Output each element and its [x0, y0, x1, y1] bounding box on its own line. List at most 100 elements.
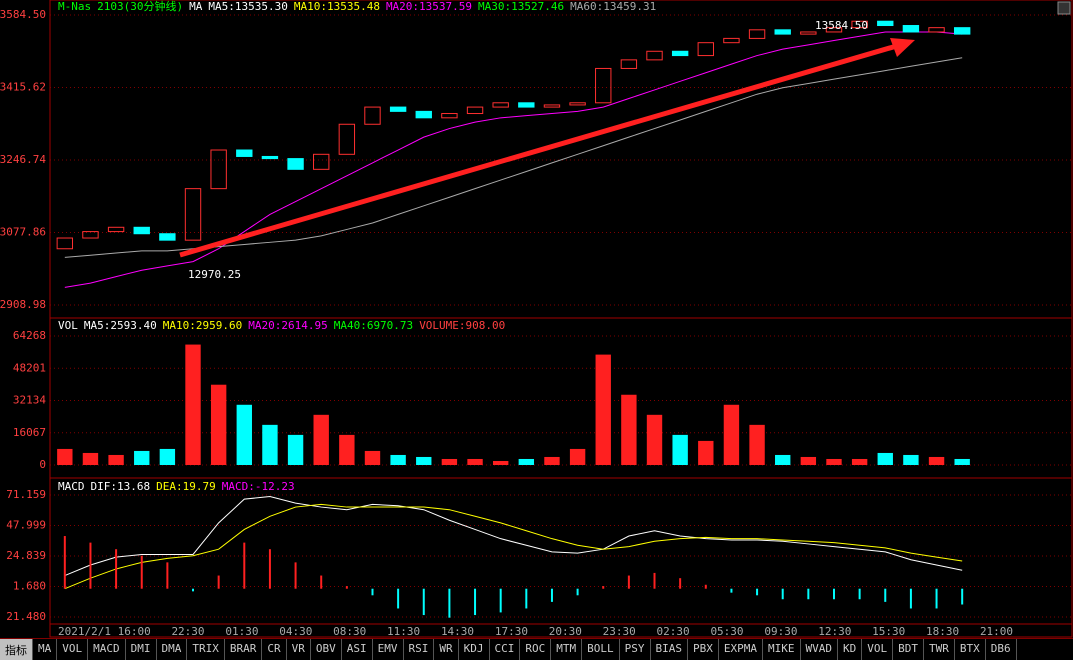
- candle: [800, 31, 817, 35]
- candle: [82, 231, 99, 239]
- x-tick-label: 20:30: [549, 625, 582, 638]
- candle: [953, 27, 971, 35]
- indicator-tab[interactable]: VOL: [862, 639, 894, 660]
- indicator-tab[interactable]: MA: [33, 639, 58, 660]
- indicator-tab[interactable]: BDT: [893, 639, 924, 660]
- volume-bar: [544, 456, 560, 465]
- header-item: MA10:2959.60: [163, 319, 242, 332]
- trend-arrow: [179, 42, 901, 258]
- volume-bar: [134, 450, 150, 465]
- x-tick-label: 17:30: [495, 625, 528, 638]
- header-item: MACD:-12.23: [222, 480, 295, 493]
- candle: [159, 233, 176, 241]
- chart: 3584.50 3415.62 3246.74 3077.86 2908.98 M-Nas…: [0, 0, 1073, 638]
- indicator-tab[interactable]: BTX: [955, 639, 986, 660]
- indicator-tab[interactable]: MIKE: [763, 639, 801, 660]
- indicator-tab[interactable]: VR: [287, 639, 311, 660]
- volume-bar: [467, 458, 483, 465]
- indicator-tab[interactable]: EXPMA: [719, 639, 763, 660]
- header-item: MA5:13535.30: [208, 0, 287, 13]
- candle: [210, 149, 227, 190]
- candle: [543, 104, 561, 108]
- indicator-tab[interactable]: 指标: [0, 639, 33, 660]
- indicator-line: [64, 31, 963, 288]
- y-tick-label: 32134: [13, 394, 46, 407]
- indicator-tab[interactable]: ASI: [342, 639, 373, 660]
- candle: [441, 113, 458, 119]
- indicator-tab[interactable]: CR: [262, 639, 287, 660]
- header-item: MA30:13527.46: [478, 0, 564, 13]
- candle: [671, 50, 689, 57]
- panel-button[interactable]: [1057, 1, 1071, 15]
- volume-bar: [82, 452, 99, 465]
- indicator-tab[interactable]: EMV: [373, 639, 404, 660]
- indicator-tab[interactable]: CCI: [490, 639, 521, 660]
- indicator-tab[interactable]: MACD: [88, 639, 126, 660]
- volume-bar: [518, 458, 535, 465]
- annotation: 12970.25: [188, 268, 241, 281]
- indicator-tab[interactable]: PBX: [688, 639, 719, 660]
- y-tick-label: 21.480: [6, 610, 46, 623]
- indicator-tab[interactable]: TRIX: [187, 639, 225, 660]
- header-item: MA60:13459.31: [570, 0, 656, 13]
- volume-bar: [210, 384, 227, 465]
- indicator-tab[interactable]: PSY: [620, 639, 651, 660]
- candle: [56, 237, 74, 250]
- indicator-tab[interactable]: DMA: [157, 639, 188, 660]
- indicator-tab[interactable]: DMI: [126, 639, 157, 660]
- x-tick-label: 22:30: [171, 625, 204, 638]
- header-item: MA5:2593.40: [84, 319, 157, 332]
- candle: [697, 42, 714, 57]
- indicator-tab[interactable]: MTM: [551, 639, 583, 660]
- x-tick-label: 11:30: [387, 625, 420, 638]
- candle: [825, 27, 843, 33]
- indicator-tab[interactable]: ROC: [520, 639, 552, 660]
- indicator-tab[interactable]: KDJ: [459, 639, 490, 660]
- volume-bar: [185, 344, 201, 465]
- volume-bar: [159, 448, 176, 465]
- volume-bar: [928, 456, 945, 465]
- volume-bar: [775, 454, 791, 465]
- y-tick-label: 3415.62: [0, 81, 46, 94]
- candle: [569, 102, 586, 106]
- volume-bar: [569, 448, 586, 465]
- volume-bar: [826, 458, 842, 465]
- candle: [492, 102, 509, 108]
- indicator-tab[interactable]: KD: [838, 639, 863, 660]
- indicator-tab[interactable]: BRAR: [225, 639, 263, 660]
- candle: [902, 25, 920, 33]
- indicator-tab[interactable]: RSI: [404, 639, 435, 660]
- candle: [364, 106, 381, 125]
- candle: [877, 20, 894, 27]
- indicator-tab[interactable]: WVAD: [801, 639, 838, 660]
- header-item: VOLUME:908.00: [419, 319, 505, 332]
- y-tick-label: 3246.74: [0, 153, 46, 166]
- header-item: MA40:6970.73: [334, 319, 413, 332]
- y-tick-label: 3584.50: [0, 8, 46, 21]
- volume-bar: [851, 458, 868, 465]
- indicator-tab[interactable]: OBV: [311, 639, 342, 660]
- indicator-tab[interactable]: BIAS: [651, 639, 688, 660]
- volume-bar: [313, 414, 329, 465]
- x-tick-label: 12:30: [818, 625, 851, 638]
- indicator-tab[interactable]: WR: [434, 639, 459, 660]
- volume-bar: [416, 456, 432, 465]
- indicator-tab[interactable]: BOLL: [582, 639, 620, 660]
- volume-bar: [723, 404, 740, 465]
- volume-bar: [903, 454, 919, 465]
- indicator-tab[interactable]: VOL: [57, 639, 89, 660]
- candle: [620, 59, 638, 69]
- x-tick-label: 2021/2/1 16:00: [58, 625, 151, 638]
- indicator-line: [64, 496, 963, 577]
- indicator-tab[interactable]: TWR: [924, 639, 955, 660]
- volume-bar: [441, 458, 458, 465]
- y-tick-label: 16067: [13, 426, 46, 439]
- x-tick-label: 09:30: [764, 625, 797, 638]
- candle: [646, 50, 663, 61]
- x-tick-label: 01:30: [225, 625, 258, 638]
- indicator-tab[interactable]: DB6: [986, 639, 1017, 660]
- x-tick-label: 04:30: [279, 625, 312, 638]
- x-tick-label: 23:30: [603, 625, 636, 638]
- header-item: MA20:13537.59: [386, 0, 472, 13]
- header-item: VOL: [58, 319, 78, 332]
